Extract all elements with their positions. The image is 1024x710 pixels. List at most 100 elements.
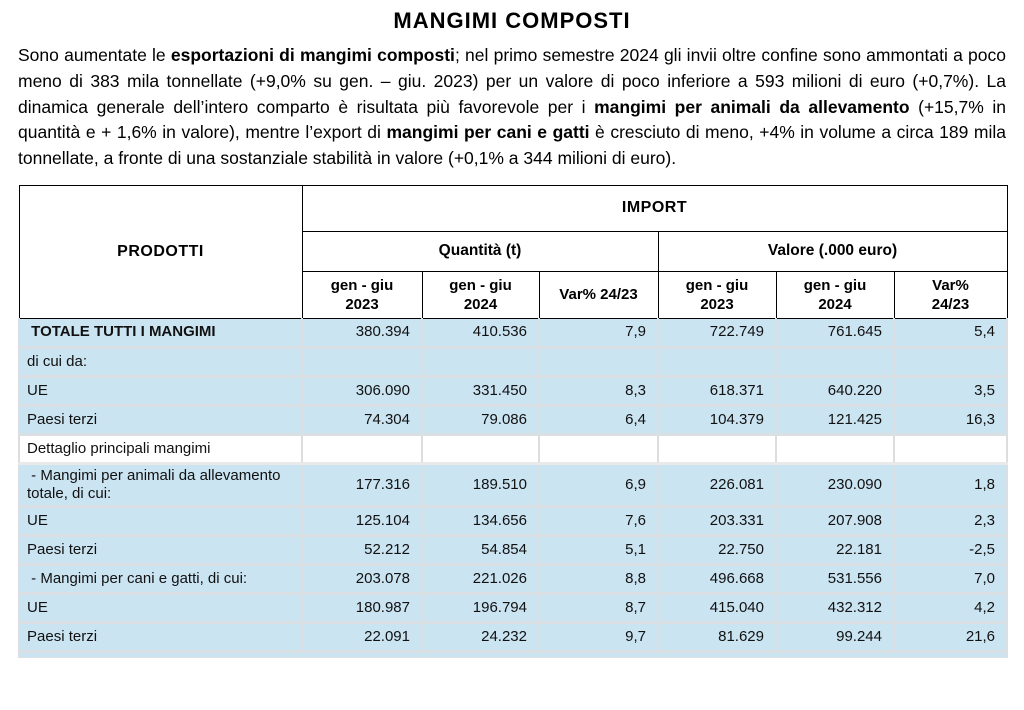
cell-value: 207.908 — [775, 506, 895, 537]
intro-segment-bold: mangimi per animali da allevamento — [594, 96, 910, 117]
cell-value — [538, 434, 659, 465]
cell-value: 432.312 — [775, 593, 895, 624]
bottom-strip — [17, 651, 1009, 658]
table-footer — [17, 651, 1009, 658]
column-header: Var% 24/23 — [538, 270, 659, 319]
cell-value: -2,5 — [892, 535, 1009, 566]
cell-value: 177.316 — [301, 463, 423, 508]
row-label: Paesi terzi — [18, 622, 303, 653]
import-table: PRODOTTI IMPORT Quantità (t) Valore (.00… — [17, 184, 1009, 658]
cell-value: 415.040 — [657, 593, 777, 624]
cell-value: 221.026 — [421, 564, 540, 595]
cell-value — [421, 347, 540, 378]
cell-value: 24.232 — [421, 622, 540, 653]
cell-value: 6,4 — [538, 405, 659, 436]
cell-value: 380.394 — [301, 318, 423, 349]
cell-value: 99.244 — [775, 622, 895, 653]
intro-segment: (+15,7% in quantità e + 1,6% in valore),… — [18, 96, 1006, 143]
cell-value — [657, 434, 777, 465]
row-label: - Mangimi per cani e gatti, di cui: — [18, 564, 303, 595]
table-row: UE 306.090 331.450 8,3 618.371 640.220 3,5 — [18, 376, 1009, 407]
column-header-prodotti: PRODOTTI — [18, 184, 303, 319]
cell-value: 22.181 — [775, 535, 895, 566]
intro-segment-bold: mangimi per cani e gatti — [386, 122, 590, 143]
cell-value — [421, 434, 540, 465]
cell-value: 531.556 — [775, 564, 895, 595]
cell-value: 226.081 — [657, 463, 777, 508]
row-label: Dettaglio principali mangimi — [18, 434, 303, 465]
row-label: Paesi terzi — [18, 405, 303, 436]
cell-value: 8,8 — [538, 564, 659, 595]
intro-segment: Sono aumentate le — [18, 45, 171, 65]
row-label: UE — [18, 506, 303, 537]
column-header: gen - giu 2024 — [775, 270, 895, 319]
cell-value: 196.794 — [421, 593, 540, 624]
column-header: gen - giu 2023 — [301, 270, 423, 319]
row-label: UE — [18, 376, 303, 407]
group-header-import: IMPORT — [301, 184, 1008, 232]
cell-value: 8,3 — [538, 376, 659, 407]
cell-value — [892, 434, 1009, 465]
column-header: gen - giu 2023 — [657, 270, 777, 319]
cell-value: 618.371 — [657, 376, 777, 407]
cell-value: 496.668 — [657, 564, 777, 595]
table-row: Dettaglio principali mangimi — [18, 434, 1009, 465]
cell-value: 203.331 — [657, 506, 777, 537]
row-label: TOTALE TUTTI I MANGIMI — [18, 318, 303, 349]
document-page: MANGIMI COMPOSTI Sono aumentate le espor… — [17, 8, 1009, 658]
table-row: di cui da: — [18, 347, 1009, 378]
cell-value: 81.629 — [657, 622, 777, 653]
cell-value: 16,3 — [892, 405, 1009, 436]
table-row: Paesi terzi 74.304 79.086 6,4 104.379 121.425… — [18, 405, 1009, 436]
cell-value: 21,6 — [892, 622, 1009, 653]
table-row: Paesi terzi 52.212 54.854 5,1 22.750 22.181 -2… — [18, 535, 1009, 566]
cell-value: 3,5 — [892, 376, 1009, 407]
subgroup-header-valore: Valore (.000 euro) — [657, 230, 1008, 272]
table-row: TOTALE TUTTI I MANGIMI 380.394 410.536 7,9 7… — [18, 318, 1009, 349]
column-header: gen - giu 2024 — [421, 270, 540, 319]
table-row: UE 125.104 134.656 7,6 203.331 207.908 2,3 — [18, 506, 1009, 537]
cell-value: 306.090 — [301, 376, 423, 407]
row-label: Paesi terzi — [18, 535, 303, 566]
cell-value: 6,9 — [538, 463, 659, 508]
row-label: di cui da: — [18, 347, 303, 378]
cell-value: 640.220 — [775, 376, 895, 407]
table-row: - Mangimi per animali da allevamento tot… — [18, 463, 1009, 508]
cell-value: 8,7 — [538, 593, 659, 624]
cell-value: 4,2 — [892, 593, 1009, 624]
cell-value: 121.425 — [775, 405, 895, 436]
cell-value: 22.091 — [301, 622, 423, 653]
table-row: - Mangimi per cani e gatti, di cui: 203.0… — [18, 564, 1009, 595]
cell-value: 203.078 — [301, 564, 423, 595]
cell-value: 7,0 — [892, 564, 1009, 595]
cell-value: 134.656 — [421, 506, 540, 537]
cell-value — [775, 347, 895, 378]
cell-value: 22.750 — [657, 535, 777, 566]
intro-segment: ; nel primo semestre 2024 gli invii oltr… — [18, 45, 1007, 117]
table-row: UE 180.987 196.794 8,7 415.040 432.312 4,2 — [18, 593, 1009, 624]
cell-value — [775, 434, 895, 465]
cell-value: 9,7 — [538, 622, 659, 653]
cell-value: 1,8 — [892, 463, 1009, 508]
cell-value: 230.090 — [775, 463, 895, 508]
cell-value: 761.645 — [775, 318, 895, 349]
cell-value: 5,4 — [892, 318, 1009, 349]
cell-value — [657, 347, 777, 378]
cell-value: 410.536 — [421, 318, 540, 349]
cell-value: 74.304 — [301, 405, 423, 436]
page-title: MANGIMI COMPOSTI — [393, 8, 631, 33]
cell-value — [301, 347, 423, 378]
intro-segment: è cresciuto di meno, +4% in volume a cir… — [18, 122, 1006, 169]
table-row: Paesi terzi 22.091 24.232 9,7 81.629 99.244 21… — [18, 622, 1009, 653]
cell-value: 7,9 — [538, 318, 659, 349]
column-header: Var% 24/23 — [893, 270, 1008, 319]
row-label: - Mangimi per animali da allevamento tot… — [18, 463, 303, 508]
cell-value: 79.086 — [421, 405, 540, 436]
cell-value: 722.749 — [657, 318, 777, 349]
table-body: TOTALE TUTTI I MANGIMI 380.394 410.536 7,9 7… — [18, 318, 1009, 653]
cell-value — [538, 347, 659, 378]
cell-value: 189.510 — [421, 463, 540, 508]
row-label: UE — [18, 593, 303, 624]
cell-value: 54.854 — [421, 535, 540, 566]
intro-segment-bold: esportazioni di mangimi composti — [170, 45, 455, 65]
